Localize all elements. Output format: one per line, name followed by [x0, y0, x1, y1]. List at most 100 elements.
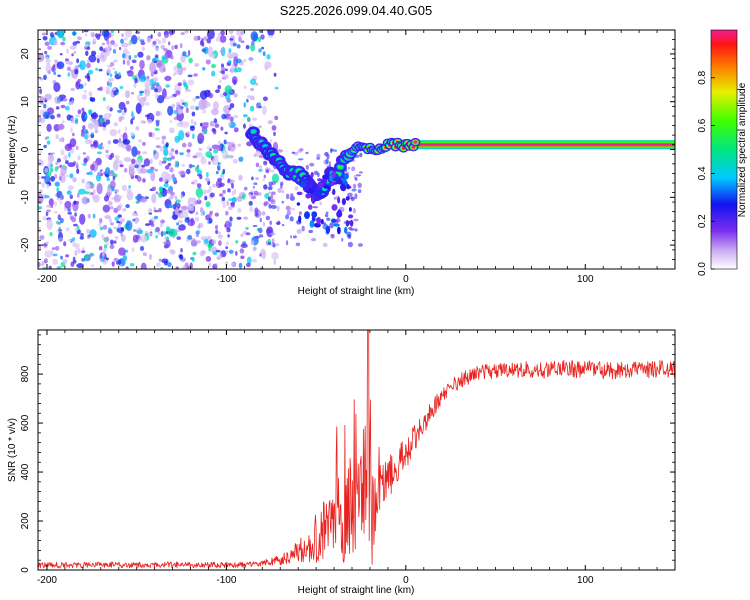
spectrogram-noise-blob — [354, 177, 358, 181]
spectrogram-noise-blob — [65, 174, 69, 177]
spectrogram-noise-blob — [135, 31, 141, 34]
spectrogram-noise-blob — [86, 59, 90, 63]
spectrogram-noise-blob — [118, 72, 121, 77]
spectrogram-noise-blob — [68, 152, 71, 158]
spectrogram-noise-blob — [92, 140, 99, 149]
spectrogram-noise-blob — [250, 78, 257, 86]
spectrogram-noise-blob — [67, 207, 71, 212]
spectrogram-noise-blob — [195, 187, 204, 198]
spectrogram-noise-blob — [124, 168, 128, 173]
tone-echo-blob — [337, 196, 341, 204]
spectrogram-noise-blob — [50, 114, 55, 120]
spectrogram-noise-blob — [233, 114, 239, 119]
spectrogram-noise-blob — [236, 44, 241, 49]
spectrogram-noise-blob — [274, 243, 280, 247]
spectrogram-noise-blob — [154, 88, 158, 93]
spectrogram-noise-blob — [212, 183, 216, 188]
spectrogram-noise-blob — [267, 196, 271, 202]
spectrogram-noise-blob — [285, 205, 291, 211]
spectrogram-noise-blob — [134, 164, 139, 169]
spectrogram-noise-blob — [201, 41, 205, 47]
spectrogram-noise-blob — [65, 160, 69, 165]
spectrogram-noise-blob — [164, 165, 170, 170]
spectrogram-noise-blob — [148, 208, 153, 214]
spectrogram-noise-blob — [113, 59, 118, 63]
spectrogram-noise-blob — [227, 206, 233, 211]
spectrogram-noise-blob — [206, 38, 212, 44]
snr-panel: -200 -100 0 100 0 200 400 600 800 Height of str… — [7, 329, 676, 596]
spectrogram-noise-blob — [64, 105, 70, 111]
spectrogram-noise-blob — [193, 179, 198, 185]
spectrogram-noise-blob — [214, 263, 218, 267]
spectrogram-y-tick-label: 0 — [20, 146, 31, 152]
spectrogram-noise-blob — [154, 54, 159, 58]
spectrogram-noise-blob — [245, 226, 249, 230]
tone-echo-blob — [296, 191, 303, 196]
spectrogram-noise-blob — [155, 145, 161, 149]
spectrogram-noise-blob — [51, 66, 56, 73]
spectrogram-noise-blob — [202, 109, 207, 114]
spectrogram-noise-blob — [206, 30, 215, 40]
spectrogram-noise-blob — [46, 123, 52, 132]
spectrogram-noise-blob — [205, 256, 212, 262]
spectrogram-noise-blob — [154, 209, 159, 213]
spectrogram-noise-blob — [225, 250, 229, 254]
spectrogram-noise-blob — [159, 146, 164, 152]
spectrogram-noise-blob — [169, 249, 175, 254]
spectrogram-noise-blob — [204, 177, 210, 182]
spectrogram-noise-blob — [161, 55, 165, 60]
spectrogram-noise-blob — [154, 215, 159, 220]
spectrogram-noise-blob — [130, 118, 134, 125]
spectrogram-noise-blob — [44, 168, 49, 173]
spectrogram-noise-blob — [117, 259, 122, 265]
spectrogram-noise-blob — [188, 57, 193, 64]
spectrogram-noise-blob — [262, 222, 266, 227]
spectrogram-noise-blob — [316, 153, 321, 159]
spectrogram-noise-blob — [133, 229, 137, 232]
spectrogram-noise-blob — [224, 68, 228, 72]
snr-series-line — [38, 330, 675, 569]
spectrogram-noise-blob — [81, 129, 84, 134]
spectrogram-noise-blob — [83, 82, 88, 86]
spectrogram-noise-blob — [44, 93, 52, 101]
spectrogram-noise-blob — [44, 174, 51, 185]
spectrogram-noise-blob — [58, 137, 64, 143]
spectrogram-noise-blob — [131, 212, 137, 217]
spectrogram-noise-blob — [145, 223, 150, 226]
spectrogram-noise-blob — [185, 84, 189, 90]
spectrogram-noise-blob — [167, 105, 174, 116]
spectrogram-noise-blob — [44, 136, 48, 140]
spectrogram-noise-blob — [165, 84, 170, 88]
spectrogram-noise-blob — [121, 42, 129, 48]
spectrogram-noise-blob — [53, 40, 58, 46]
spectrogram-noise-blob — [60, 41, 66, 46]
spectrogram-noise-blob — [298, 211, 302, 215]
spectrogram-noise-blob — [113, 43, 119, 48]
spectrogram-noise-blob — [105, 90, 110, 95]
spectrogram-noise-blob — [229, 216, 233, 222]
spectrogram-noise-blob — [83, 157, 88, 164]
spectrogram-noise-blob — [222, 149, 229, 160]
spectrogram-noise-blob — [246, 141, 253, 147]
spectrogram-noise-blob — [209, 210, 213, 215]
spectrogram-noise-blob — [202, 67, 206, 71]
spectrogram-noise-blob — [265, 169, 270, 173]
tone-echo-blob — [317, 190, 323, 197]
spectrogram-noise-blob — [140, 120, 144, 124]
spectrogram-noise-blob — [53, 82, 61, 93]
spectrogram-noise-blob — [226, 200, 230, 207]
spectrogram-noise-blob — [134, 54, 138, 59]
spectrogram-noise-blob — [122, 139, 131, 145]
spectrogram-noise-blob — [191, 256, 195, 263]
spectrogram-noise-blob — [81, 250, 86, 254]
snr-x-tick-label: 0 — [403, 575, 409, 586]
spectrogram-noise-blob — [38, 131, 42, 135]
spectrogram-noise-blob — [220, 30, 226, 36]
spectrogram-noise-blob — [222, 202, 226, 209]
spectrogram-noise-blob — [98, 246, 103, 251]
spectrogram-noise-blob — [49, 32, 54, 37]
spectrogram-noise-blob — [155, 191, 159, 195]
spectrogram-noise-blob — [181, 163, 185, 167]
spectrogram-noise-blob — [192, 133, 195, 140]
spectrogram-noise-blob — [290, 193, 294, 197]
